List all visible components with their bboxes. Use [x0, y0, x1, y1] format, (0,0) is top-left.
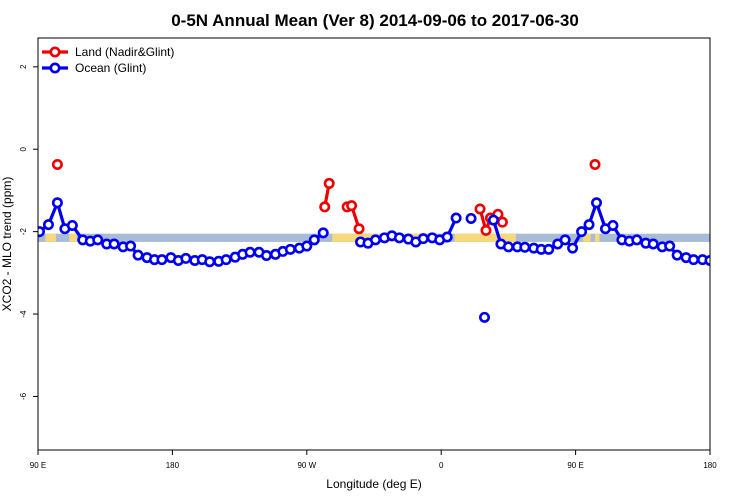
data-point — [353, 223, 365, 235]
legend-label: Ocean (Glint) — [75, 61, 146, 75]
x-tick-label: 0 — [439, 461, 444, 470]
legend-marker — [49, 62, 61, 74]
data-point — [308, 234, 320, 246]
x-axis-label: Longitude (deg E) — [326, 477, 421, 491]
data-point — [393, 232, 405, 244]
data-point — [244, 246, 256, 258]
data-point — [607, 219, 619, 231]
data-point — [51, 197, 63, 209]
data-point — [631, 234, 643, 246]
data-point — [180, 252, 192, 264]
data-point — [156, 254, 168, 266]
data-point — [589, 158, 601, 170]
series-layer — [38, 158, 710, 323]
data-point — [108, 238, 120, 250]
data-point — [319, 201, 331, 213]
data-point — [369, 234, 381, 246]
data-point — [559, 234, 571, 246]
data-point — [260, 250, 272, 262]
data-point — [567, 242, 579, 254]
plot-area — [38, 158, 710, 323]
y-tick-label: 0 — [19, 146, 28, 151]
data-point — [346, 200, 358, 212]
x-tick-label: 180 — [703, 461, 717, 470]
data-point — [543, 243, 555, 255]
data-point — [465, 212, 477, 224]
x-tick-label: 90 W — [297, 461, 316, 470]
plot-frame — [37, 37, 711, 451]
x-tick-label: 180 — [166, 461, 180, 470]
band-land-segment — [454, 233, 516, 242]
y-tick-label: -4 — [19, 310, 28, 318]
data-point — [92, 234, 104, 246]
data-point — [323, 177, 335, 189]
data-point — [591, 197, 603, 209]
y-axis-label: XCO2 - MLO trend (ppm) — [0, 177, 14, 312]
data-point — [51, 158, 63, 170]
data-point — [487, 214, 499, 226]
data-point — [284, 243, 296, 255]
y-tick-label: 2 — [19, 64, 28, 69]
data-point — [671, 249, 683, 261]
data-point — [301, 240, 313, 252]
data-point — [450, 212, 462, 224]
data-point — [417, 233, 429, 245]
band-land-segment — [69, 233, 77, 242]
legend-label: Land (Nadir&Glint) — [75, 45, 174, 59]
data-point — [688, 254, 700, 266]
data-point — [38, 226, 45, 238]
x-axis: 90 E 180 90 W 0 90 E 180 — [30, 450, 717, 470]
data-point — [480, 224, 492, 236]
data-point — [220, 254, 232, 266]
legend-item: Ocean (Glint) — [42, 61, 146, 75]
data-point — [576, 226, 588, 238]
data-point — [583, 219, 595, 231]
data-point — [66, 219, 78, 231]
x-tick-label: 90 E — [30, 461, 46, 470]
band-land-segment — [583, 233, 591, 242]
band-land-segment — [595, 233, 600, 242]
legend: Land (Nadir&Glint) Ocean (Glint) — [42, 45, 174, 75]
legend-item: Land (Nadir&Glint) — [42, 45, 174, 59]
data-point — [496, 216, 508, 228]
data-point — [42, 219, 54, 231]
chart-title: 0-5N Annual Mean (Ver 8) 2014-09-06 to 2… — [171, 11, 579, 30]
data-point — [647, 238, 659, 250]
y-axis: -6 -4 -2 0 2 — [19, 64, 38, 400]
data-point — [317, 227, 329, 239]
data-point — [441, 231, 453, 243]
band-land-segment — [45, 233, 56, 242]
data-point — [474, 203, 486, 215]
data-point — [519, 241, 531, 253]
series-ocean — [38, 197, 710, 323]
y-tick-label: -2 — [19, 228, 28, 236]
data-point — [132, 249, 144, 261]
data-point — [204, 256, 216, 268]
y-tick-label: -6 — [19, 392, 28, 400]
data-point — [479, 311, 491, 323]
data-point — [664, 240, 676, 252]
data-point — [502, 241, 514, 253]
data-point — [125, 240, 137, 252]
x-tick-label: 90 E — [567, 461, 583, 470]
legend-marker — [49, 46, 61, 58]
